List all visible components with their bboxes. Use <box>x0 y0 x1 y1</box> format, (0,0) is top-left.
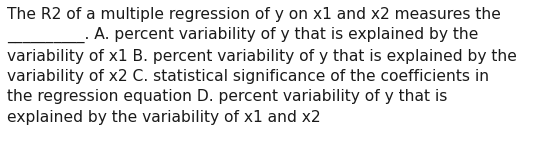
Text: The R2 of a multiple regression of y on x1 and x2 measures the
__________. A. pe: The R2 of a multiple regression of y on … <box>7 7 517 125</box>
